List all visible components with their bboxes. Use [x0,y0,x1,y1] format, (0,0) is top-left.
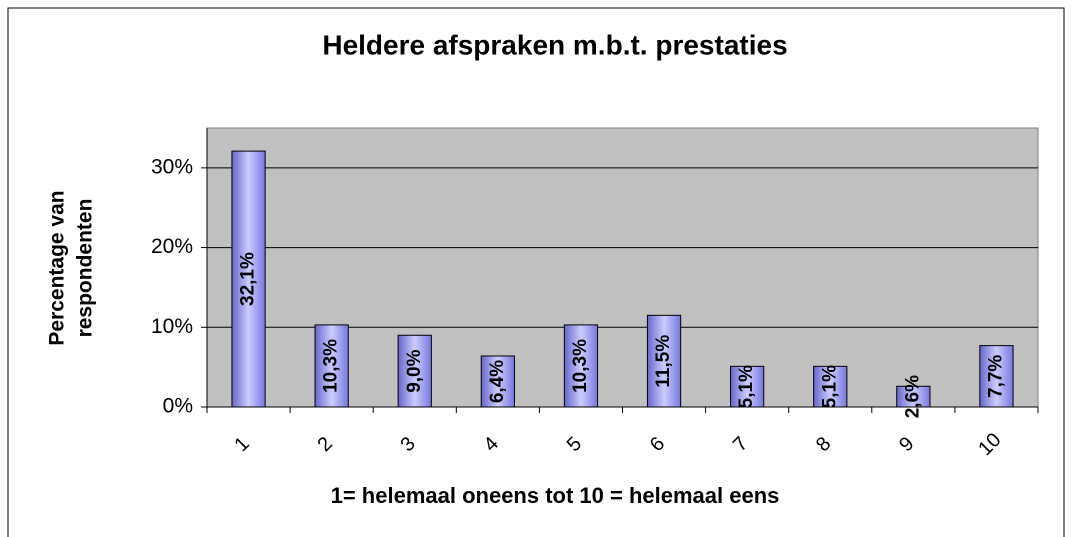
bar [813,365,848,408]
data-label: 9,0% [404,349,425,392]
data-label: 10,3% [570,339,591,393]
bar [979,345,1014,408]
data-label: 7,7% [985,355,1006,398]
bar [646,314,682,408]
data-label: 10,3% [321,339,342,393]
y-tick-label: 0% [163,395,193,418]
bar [896,385,931,408]
bar [397,334,432,408]
bar [231,150,266,408]
data-label: 11,5% [653,335,674,388]
y-axis-label-line: Percentage van [46,190,69,345]
bar [314,324,349,408]
data-label: 5,1% [736,365,757,408]
y-tick-label: 10% [151,315,193,338]
y-axis-label-line: respondenten [74,199,97,338]
y-tick-label: 20% [151,235,193,258]
data-label: 5,1% [819,365,840,408]
x-axis-label: 1= helemaal oneens tot 10 = helemaal een… [331,483,780,508]
y-axis-label: Percentage van respondenten [46,190,97,345]
bar [480,355,515,408]
data-label: 32,1% [238,252,259,306]
data-label: 2,6% [902,375,923,418]
bar [730,365,765,408]
bar [563,324,599,408]
data-label: 6,4% [487,360,508,403]
y-tick-label: 30% [151,155,193,178]
chart-title: Heldere afspraken m.b.t. prestaties [322,29,787,60]
